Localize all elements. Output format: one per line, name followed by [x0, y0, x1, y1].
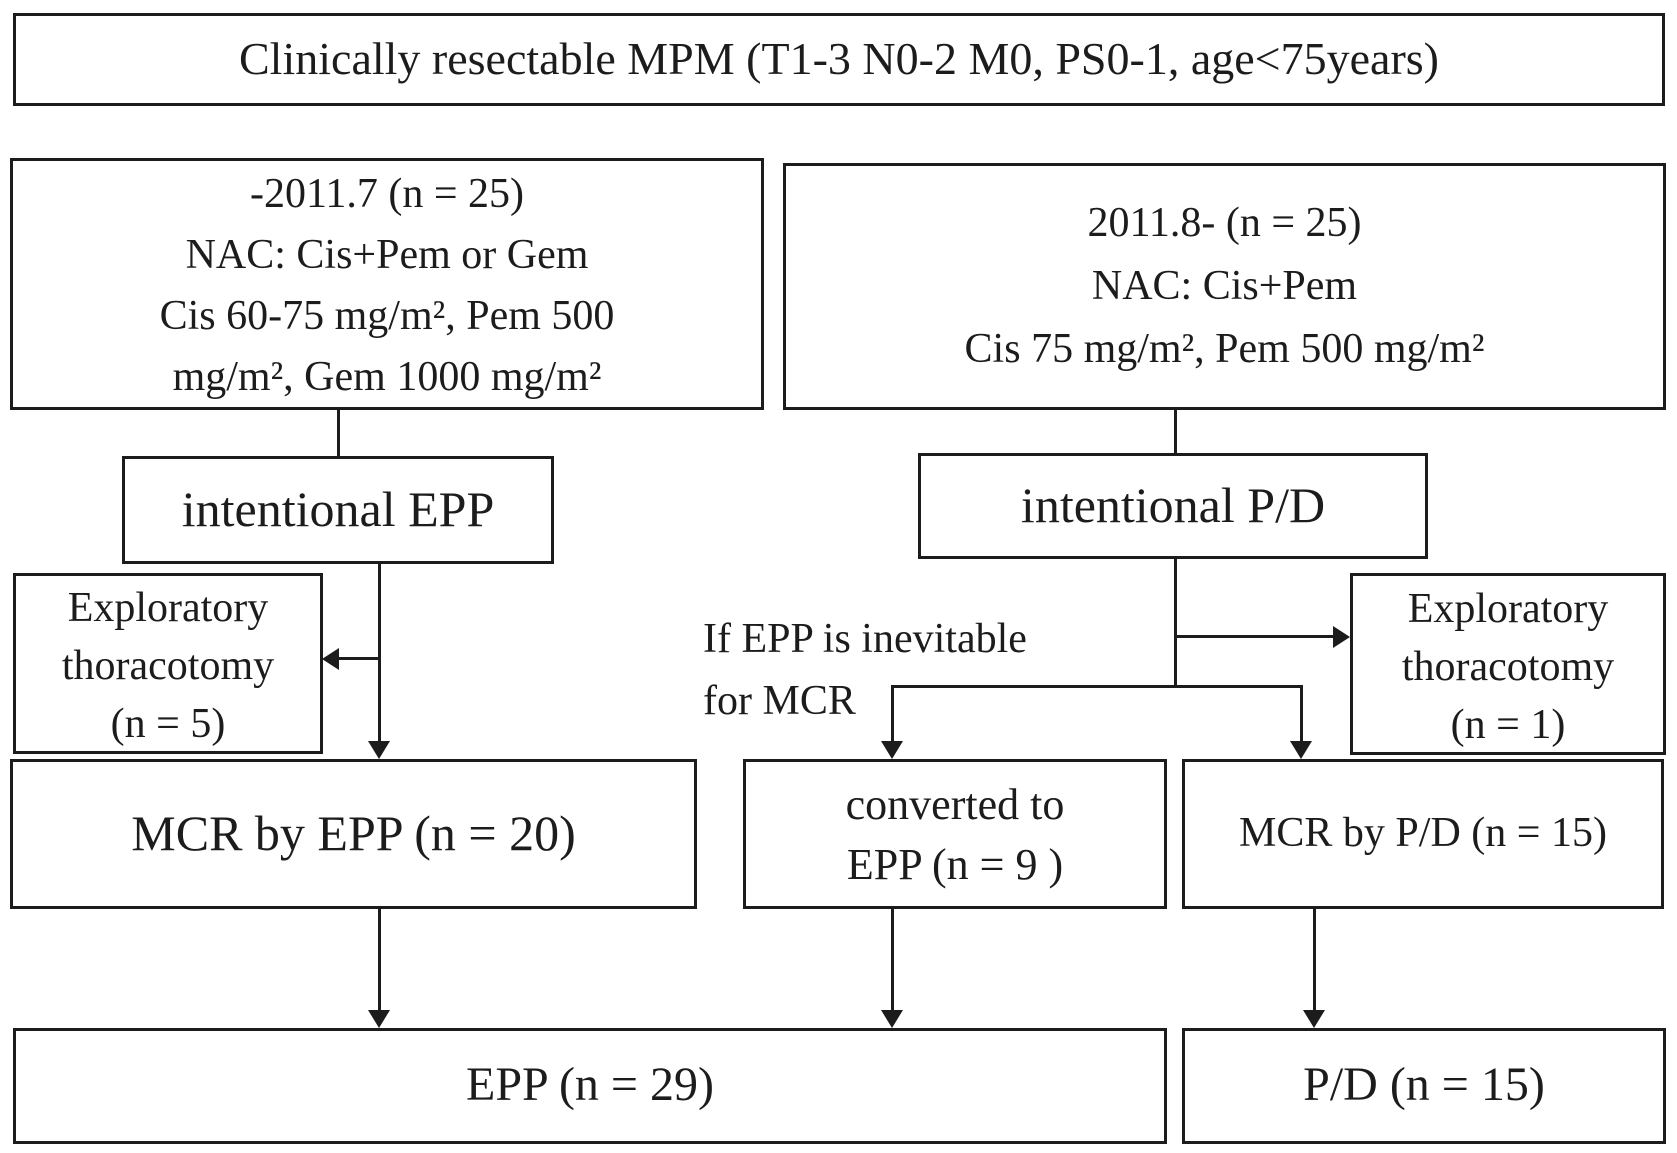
cohort-early-line: mg/m², Gem 1000 mg/m²: [172, 354, 602, 400]
exploratory-right-line: thoracotomy: [1401, 644, 1615, 690]
connector-to-exploratory-right: [1176, 635, 1334, 638]
arrowhead-down-icon: [881, 1010, 903, 1028]
intentional-pd-label: intentional P/D: [1020, 477, 1326, 533]
mcr-by-epp-label: MCR by EPP (n = 20): [131, 805, 576, 861]
node-exploratory-thoracotomy-left: Exploratory thoracotomy (n = 5): [13, 573, 323, 754]
connector-branch-to-mcr-pd: [1300, 685, 1303, 743]
connector-pd-branch-horizontal: [891, 685, 1303, 688]
node-eligibility-label: Clinically resectable MPM (T1-3 N0-2 M0,…: [239, 33, 1439, 84]
connector-branch-to-converted: [891, 685, 894, 743]
arrowhead-left-icon: [322, 648, 339, 670]
node-mcr-by-pd: MCR by P/D (n = 15): [1182, 759, 1664, 909]
arrowhead-down-icon: [1290, 741, 1312, 759]
converted-line: converted to: [845, 780, 1065, 829]
node-mcr-by-epp: MCR by EPP (n = 20): [10, 759, 697, 909]
annotation-line: If EPP is inevitable: [703, 616, 1027, 662]
connector-cohort-early-to-intentional-epp: [337, 410, 340, 456]
intentional-epp-label: intentional EPP: [181, 481, 495, 537]
mcr-by-pd-label: MCR by P/D (n = 15): [1239, 810, 1607, 856]
cohort-early-line: NAC: Cis+Pem or Gem: [185, 232, 589, 278]
cohort-late-line: Cis 75 mg/m², Pem 500 mg/m²: [964, 326, 1485, 372]
connector-mcr-epp-to-final-epp: [378, 909, 381, 1011]
cohort-early-line: Cis 60-75 mg/m², Pem 500: [159, 293, 615, 339]
node-cohort-late: 2011.8- (n = 25) NAC: Cis+Pem Cis 75 mg/…: [783, 163, 1666, 410]
node-final-epp: EPP (n = 29): [13, 1028, 1167, 1144]
exploratory-left-line: (n = 5): [110, 701, 226, 747]
node-intentional-pd: intentional P/D: [918, 453, 1428, 559]
final-epp-label: EPP (n = 29): [466, 1058, 714, 1111]
node-exploratory-thoracotomy-right: Exploratory thoracotomy (n = 1): [1350, 573, 1666, 755]
exploratory-right-line: Exploratory: [1407, 586, 1609, 632]
annotation-conversion-condition: If EPP is inevitable for MCR: [703, 608, 1123, 732]
node-converted-to-epp: converted to EPP (n = 9 ): [743, 759, 1167, 909]
node-final-pd: P/D (n = 15): [1182, 1028, 1666, 1144]
annotation-line: for MCR: [703, 678, 856, 724]
converted-line: EPP (n = 9 ): [846, 840, 1064, 889]
connector-to-exploratory-left: [336, 657, 380, 660]
final-pd-label: P/D (n = 15): [1303, 1058, 1545, 1111]
exploratory-right-line: (n = 1): [1450, 702, 1566, 748]
arrowhead-down-icon: [368, 741, 390, 759]
connector-intentional-pd-down: [1174, 558, 1177, 688]
arrowhead-down-icon: [881, 741, 903, 759]
cohort-early-line: -2011.7 (n = 25): [249, 171, 525, 217]
node-intentional-epp: intentional EPP: [122, 456, 554, 564]
node-cohort-early: -2011.7 (n = 25) NAC: Cis+Pem or Gem Cis…: [10, 158, 764, 410]
arrowhead-right-icon: [1333, 626, 1350, 648]
arrowhead-down-icon: [368, 1010, 390, 1028]
connector-converted-to-final-epp: [891, 909, 894, 1011]
arrowhead-down-icon: [1303, 1010, 1325, 1028]
cohort-late-line: NAC: Cis+Pem: [1091, 263, 1358, 309]
connector-intentional-epp-to-mcr: [378, 563, 381, 743]
exploratory-left-line: thoracotomy: [61, 643, 275, 689]
connector-mcr-pd-to-final-pd: [1313, 909, 1316, 1011]
cohort-late-line: 2011.8- (n = 25): [1087, 200, 1362, 246]
exploratory-left-line: Exploratory: [67, 585, 269, 631]
node-eligibility: Clinically resectable MPM (T1-3 N0-2 M0,…: [13, 13, 1665, 106]
connector-cohort-late-to-intentional-pd: [1174, 410, 1177, 453]
